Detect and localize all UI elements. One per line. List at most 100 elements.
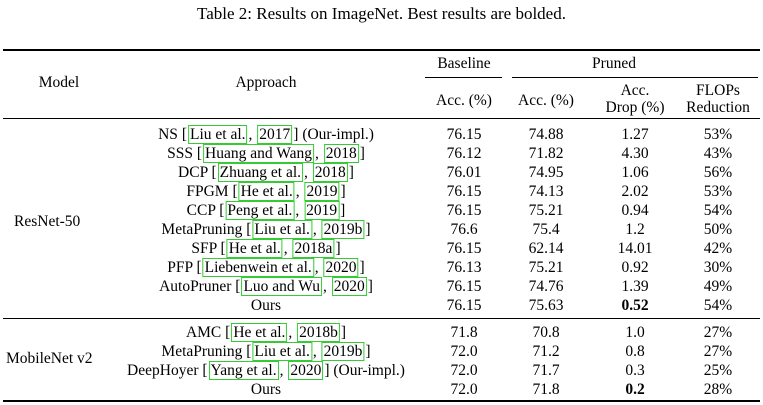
method-name: PFP [167,259,193,276]
citation-authors-link[interactable]: Liu et al. [187,125,248,144]
approach-cell: Ours [251,297,281,315]
header-approach: Approach [235,74,297,91]
baseline-acc-cell: 76.15 [446,126,482,143]
pruned-acc-cell: 75.63 [528,297,564,314]
model-label-resnet50: ResNet-50 [14,213,81,230]
flops-reduction-cell: 56% [703,164,733,181]
citation: [Luo and Wu, 2020] [235,277,373,296]
group-rule [3,318,760,319]
baseline-acc-cell: 72.0 [450,381,478,398]
citation-authors-link[interactable]: Huang and Wang [203,144,314,163]
citation: [Huang and Wang, 2018] [196,144,365,163]
approach-cell: NS [Liu et al., 2017] (Our-impl.) [158,125,374,144]
flops-reduction-cell: 54% [703,297,733,314]
flops-reduction-cell: 43% [703,145,733,162]
flops-reduction-cell: 50% [703,221,733,238]
flops-reduction-cell: 28% [703,381,733,398]
pruned-acc-cell: 74.76 [528,278,564,295]
bottom-rule [3,400,760,402]
baseline-acc-cell: 76.15 [446,240,482,257]
pruned-acc-cell: 71.7 [532,362,560,379]
pruned-acc-cell: 74.88 [528,126,564,143]
approach-cell: FPGM [He et al., 2019] [186,182,346,201]
citation: [He et al., 2018b] [225,323,347,342]
citation-authors-link[interactable]: Yang et al. [208,361,279,380]
pruned-acc-cell: 71.2 [532,343,560,360]
flops-reduction-cell: 25% [703,362,733,379]
citation-year-link[interactable]: 2017 [257,125,293,144]
citation-year-link[interactable]: 2019b [321,342,365,361]
acc-drop-cell: 0.3 [625,362,645,379]
acc-drop-cell: 2.02 [621,183,649,200]
approach-cell: Ours [251,381,281,399]
approach-cell: MetaPruning [Liu et al., 2019b] [161,342,371,361]
pruned-acc-cell: 62.14 [528,240,564,257]
approach-cell: AutoPruner [Luo and Wu, 2020] [159,277,373,296]
pruned-cmidrule [512,77,758,78]
approach-cell: DCP [Zhuang et al., 2018] [178,163,354,182]
baseline-acc-cell: 76.15 [446,297,482,314]
citation-year-link[interactable]: 2020 [323,258,359,277]
method-name: SSS [167,145,193,162]
citation-year-link[interactable]: 2018 [323,144,359,163]
baseline-acc-cell: 72.0 [450,362,478,379]
method-name: MetaPruning [161,221,243,238]
citation-authors-link[interactable]: Luo and Wu [241,277,323,296]
citation-year-link[interactable]: 2018a [292,239,335,258]
impl-note: (Our-impl.) [333,362,405,379]
citation: [He et al., 2019] [232,182,346,201]
impl-note: (Our-impl.) [302,126,374,143]
method-name: DeepHoyer [127,362,199,379]
acc-drop-cell: 1.0 [625,324,645,341]
acc-drop-cell: 0.94 [621,202,649,219]
citation: [Liu et al., 2019b] [246,220,371,239]
method-name: DCP [178,164,208,181]
flops-reduction-cell: 27% [703,324,733,341]
citation-year-link[interactable]: 2020 [331,277,367,296]
citation-authors-link[interactable]: Liebenwein et al. [202,258,314,277]
approach-cell: SSS [Huang and Wang, 2018] [167,144,365,163]
citation-authors-link[interactable]: Liu et al. [252,342,312,361]
acc-drop-cell: 14.01 [617,240,653,257]
citation-authors-link[interactable]: Liu et al. [252,220,312,239]
acc-drop-cell: 0.8 [625,343,645,360]
approach-cell: DeepHoyer [Yang et al., 2020] (Our-impl.… [127,361,405,380]
pruned-acc-cell: 74.13 [528,183,564,200]
pruned-acc-cell: 75.21 [528,259,564,276]
top-rule [3,49,760,51]
baseline-cmidrule [425,77,502,78]
header-model: Model [38,74,80,91]
flops-reduction-cell: 27% [703,343,733,360]
header-pruned-acc: Acc. (%) [518,92,574,109]
acc-drop-cell: 0.92 [621,259,649,276]
citation-year-link[interactable]: 2020 [288,361,324,380]
citation-year-link[interactable]: 2018 [312,163,348,182]
approach-cell: CCP [Peng et al., 2019] [187,201,345,220]
header-baseline: Baseline [437,55,491,72]
pruned-acc-cell: 71.82 [528,145,564,162]
baseline-acc-cell: 76.15 [446,183,482,200]
citation-authors-link[interactable]: He et al. [238,182,295,201]
citation-year-link[interactable]: 2019b [321,220,365,239]
flops-reduction-cell: 30% [703,259,733,276]
method-name: NS [158,126,178,143]
citation-authors-link[interactable]: Peng et al. [225,201,295,220]
citation-year-link[interactable]: 2019 [304,182,340,201]
acc-drop-cell: 1.06 [621,164,649,181]
citation-authors-link[interactable]: He et al. [226,239,283,258]
pruned-acc-cell: 75.4 [532,221,560,238]
acc-drop-cell: 4.30 [621,145,649,162]
header-acc-drop: Acc. Drop (%) [605,82,665,116]
citation-year-link[interactable]: 2019 [304,201,340,220]
citation: [Yang et al., 2020] [202,361,330,380]
flops-reduction-cell: 53% [703,126,733,143]
method-name: FPGM [186,183,229,200]
acc-drop-cell: 0.52 [621,297,649,314]
citation-authors-link[interactable]: Zhuang et al. [217,163,304,182]
citation-authors-link[interactable]: He et al. [231,323,288,342]
flops-reduction-cell: 49% [703,278,733,295]
pruned-acc-cell: 71.8 [532,381,560,398]
header-rule [3,118,760,119]
method-name: AMC [185,324,222,341]
citation-year-link[interactable]: 2018b [297,323,340,342]
